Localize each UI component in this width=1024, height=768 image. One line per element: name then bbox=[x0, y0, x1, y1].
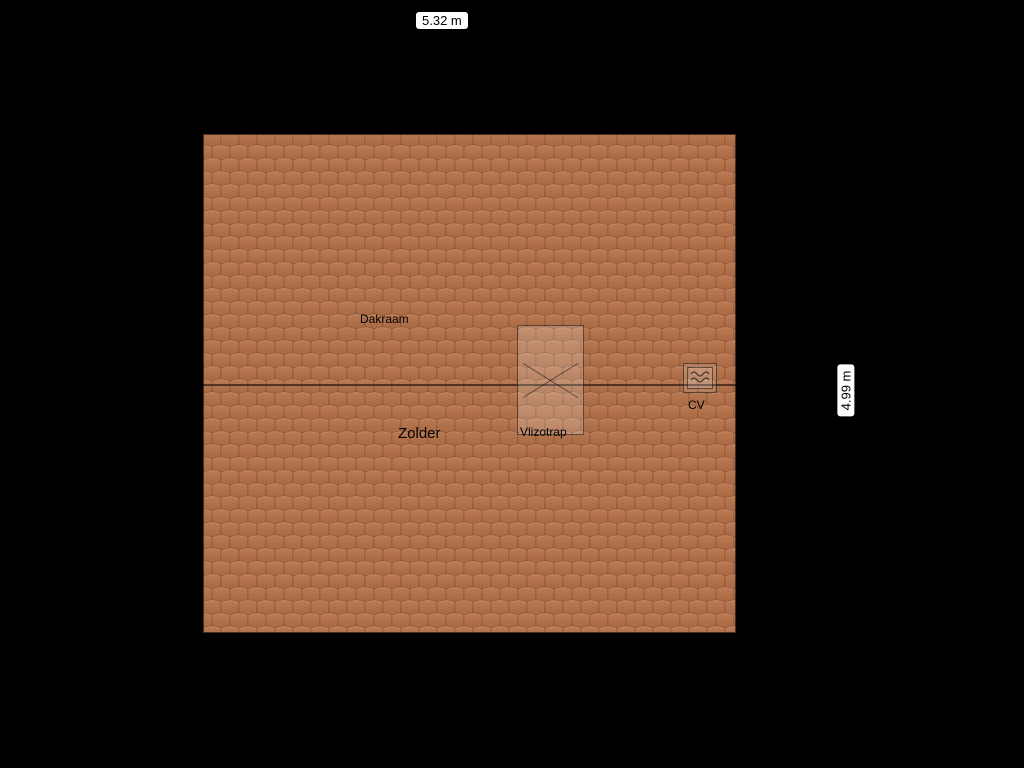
cv-unit bbox=[683, 363, 717, 393]
dimension-width-label: 5.32 m bbox=[416, 12, 468, 29]
cv-label: CV bbox=[688, 398, 705, 412]
cv-unit-inner bbox=[687, 367, 713, 389]
cv-icon bbox=[688, 368, 712, 388]
roof-ridge-line bbox=[203, 384, 736, 386]
dimension-height-label: 4.99 m bbox=[837, 365, 854, 417]
roof-area bbox=[203, 134, 736, 633]
vlizotrap-hatch bbox=[517, 325, 584, 435]
floorplan-canvas: 5.32 m 4.99 m Dakraam Zolder Vlizotrap C… bbox=[0, 0, 1024, 768]
vlizotrap-label: Vlizotrap bbox=[520, 425, 567, 439]
zolder-label: Zolder bbox=[398, 425, 441, 442]
dakraam-label: Dakraam bbox=[360, 312, 409, 326]
